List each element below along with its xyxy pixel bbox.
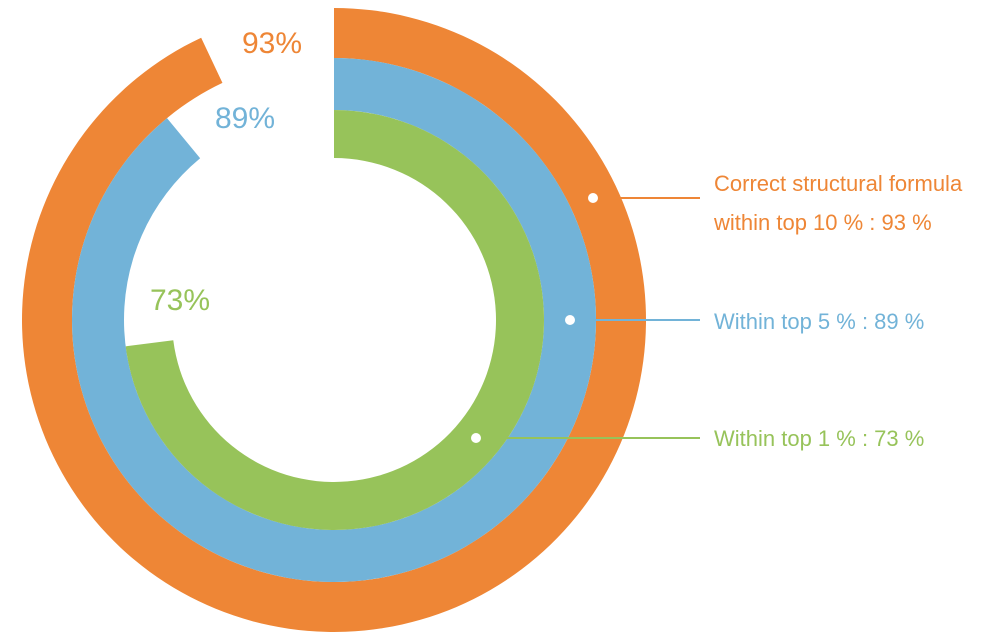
legend-entry: Within top 1 % : 73 % (714, 426, 925, 451)
leader-dot (469, 431, 483, 445)
leader-dot (563, 313, 577, 327)
value-label: 89% (215, 102, 275, 135)
ring-bar (125, 110, 544, 530)
legend-entry: Correct structural formula within top 10… (714, 171, 963, 235)
leader-dot (586, 191, 600, 205)
value-label: 73% (150, 284, 210, 317)
legend-entry: Within top 5 % : 89 % (714, 309, 925, 334)
value-label: 93% (242, 27, 302, 60)
